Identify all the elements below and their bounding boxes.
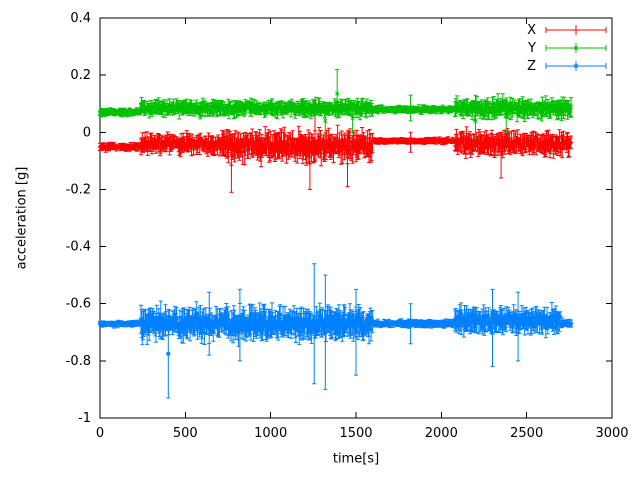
legend-label-Y: Y (527, 41, 536, 56)
series-Z (97, 263, 574, 399)
y-tick-label: -0.6 (66, 297, 91, 312)
x-tick-label: 2500 (510, 426, 543, 441)
series-Y (97, 68, 574, 139)
y-tick-label: -0.4 (66, 240, 91, 255)
legend-sample-X (545, 25, 607, 35)
legend-entry-Y: Y (527, 41, 607, 56)
x-tick-label: 2000 (425, 426, 458, 441)
legend-entry-Z: Z (527, 59, 607, 74)
legend-sample-Z (545, 61, 607, 71)
legend-sample-Y (545, 43, 607, 53)
x-tick-labels: 0 500 1000 1500 2000 2500 3000 (96, 426, 629, 441)
x-tick-label: 0 (96, 426, 104, 441)
x-tick-label: 1500 (339, 426, 372, 441)
y-tick-label: -1 (78, 411, 91, 426)
legend-label-Z: Z (527, 59, 536, 74)
legend-entry-X: X (527, 23, 607, 38)
x-tick-label: 500 (173, 426, 198, 441)
series-X-markers (97, 128, 574, 168)
y-tick-labels: -1 -0.8 -0.6 -0.4 -0.2 0 0.2 0.4 (66, 11, 91, 426)
series-Z-markers (97, 311, 574, 356)
y-tick-label: 0.4 (70, 11, 91, 26)
x-tick-label: 1000 (254, 426, 287, 441)
series-Z-errorbars (98, 263, 573, 399)
series-Y-errorbars (98, 68, 573, 139)
series-X (97, 100, 574, 193)
tick-marks (99, 17, 613, 419)
y-tick-label: -0.8 (66, 354, 91, 369)
legend-label-X: X (527, 23, 536, 38)
x-axis-label: time[s] (332, 451, 380, 467)
series-Y-markers (97, 91, 574, 123)
y-tick-label: 0 (83, 125, 91, 140)
x-tick-label: 3000 (595, 426, 628, 441)
y-tick-label: 0.2 (70, 68, 91, 83)
y-axis-label: acceleration [g] (14, 166, 30, 270)
y-tick-label: -0.2 (66, 182, 91, 197)
